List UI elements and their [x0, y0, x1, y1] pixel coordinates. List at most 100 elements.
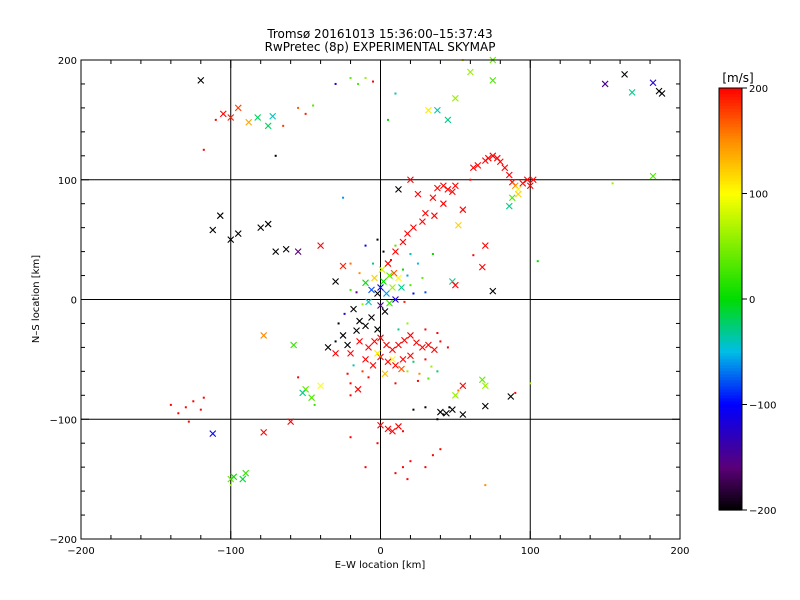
data-point-cross	[317, 382, 324, 390]
data-point-cross	[371, 338, 378, 345]
colorbar-segment	[719, 217, 742, 222]
data-point-dot	[409, 284, 412, 287]
colorbar-segment	[719, 94, 742, 98]
data-point-cross	[469, 164, 477, 172]
data-point-dot	[439, 340, 442, 343]
data-point-cross	[383, 341, 390, 349]
data-point-dot	[346, 372, 349, 375]
data-point-cross	[628, 88, 636, 96]
colorbar-segment	[719, 280, 742, 285]
data-point-cross	[234, 104, 242, 112]
colorbar-segment	[719, 151, 742, 155]
data-point-dot	[202, 148, 205, 151]
y-tick-label: −200	[50, 535, 77, 546]
data-point-cross	[451, 182, 459, 190]
data-point-dot	[364, 76, 367, 79]
data-point-cross	[374, 349, 381, 357]
data-point-cross	[272, 248, 280, 255]
data-point-dot	[611, 182, 614, 185]
data-point-cross	[381, 370, 389, 378]
data-point-dot	[342, 196, 345, 199]
data-point-dot	[427, 377, 430, 380]
data-point-dot	[416, 379, 419, 382]
data-point-cross	[389, 427, 396, 435]
colorbar-segment	[719, 244, 742, 249]
data-point-dot	[418, 372, 421, 375]
colorbar-segment	[719, 440, 742, 445]
colorbar-segment	[719, 130, 742, 134]
data-point-cross	[209, 226, 217, 234]
colorbar-segment	[719, 250, 742, 255]
data-point-cross	[354, 385, 362, 393]
data-point-dot	[349, 436, 352, 439]
data-point-cross	[374, 290, 381, 297]
colorbar-segment	[719, 112, 742, 116]
data-point-dot	[334, 340, 337, 343]
colorbar-segment	[719, 226, 742, 231]
data-point-cross	[649, 79, 657, 87]
data-point-cross	[519, 179, 527, 187]
colorbar-segment	[719, 229, 742, 234]
data-point-dot	[349, 288, 352, 291]
data-point-dot	[424, 328, 427, 331]
data-point-dot	[406, 370, 409, 373]
data-point-dot	[389, 258, 392, 261]
x-tick-label: −200	[67, 546, 94, 557]
data-point-dot	[382, 250, 385, 253]
colorbar-segment	[719, 238, 742, 243]
data-point-cross	[324, 344, 332, 351]
colorbar-segment	[719, 211, 742, 216]
colorbar-segment	[719, 148, 742, 152]
data-point-cross	[392, 361, 399, 369]
data-point-cross	[389, 355, 396, 363]
colorbar-segment	[719, 286, 742, 291]
data-point-dot	[187, 420, 190, 423]
y-tick-label: 0	[71, 296, 77, 307]
colorbar-segment	[719, 166, 742, 170]
data-point-dot	[355, 291, 358, 294]
data-point-cross	[434, 184, 441, 192]
data-point-dot	[409, 252, 412, 255]
data-point-cross	[514, 190, 522, 198]
data-point-cross	[404, 230, 411, 238]
data-point-cross	[478, 263, 486, 271]
colorbar-segment	[719, 295, 742, 300]
data-point-cross	[392, 296, 399, 303]
colorbar-segment	[719, 494, 742, 499]
colorbar-segment	[719, 208, 742, 213]
data-point-cross	[377, 284, 384, 291]
colorbar-segment	[719, 308, 742, 312]
data-point-cross	[425, 106, 432, 114]
data-point-dot	[424, 291, 427, 294]
colorbar-segment	[719, 482, 742, 487]
colorbar-segment	[719, 344, 742, 348]
data-point-cross	[365, 344, 372, 351]
colorbar-segment	[719, 395, 742, 400]
data-point-dot	[394, 382, 397, 385]
data-point-cross	[454, 221, 462, 229]
data-point-cross	[444, 116, 452, 124]
data-point-cross	[362, 279, 369, 287]
colorbar-tick-label: −100	[749, 401, 776, 412]
colorbar-segment	[719, 506, 742, 511]
data-point-dot	[431, 252, 434, 255]
colorbar-segment	[719, 154, 742, 158]
colorbar-segment	[719, 88, 742, 92]
data-point-cross	[384, 260, 392, 267]
data-point-cross	[484, 154, 492, 162]
data-point-cross	[526, 182, 534, 190]
colorbar-segment	[719, 386, 742, 391]
colorbar-segment	[719, 377, 742, 381]
colorbar-segment	[719, 407, 742, 412]
colorbar-segment	[719, 256, 742, 261]
data-point-cross	[282, 245, 290, 253]
velocity-colorbar: 200 100 0 −100 −200	[718, 84, 776, 517]
colorbar-segment	[719, 338, 742, 342]
colorbar-segment	[719, 332, 742, 336]
y-tick-label: 200	[58, 56, 77, 67]
colorbar-segment	[719, 299, 742, 303]
data-point-cross	[407, 352, 414, 360]
data-point-dot	[401, 430, 404, 433]
colorbar-segment	[719, 341, 742, 345]
data-point-cross	[377, 302, 384, 309]
